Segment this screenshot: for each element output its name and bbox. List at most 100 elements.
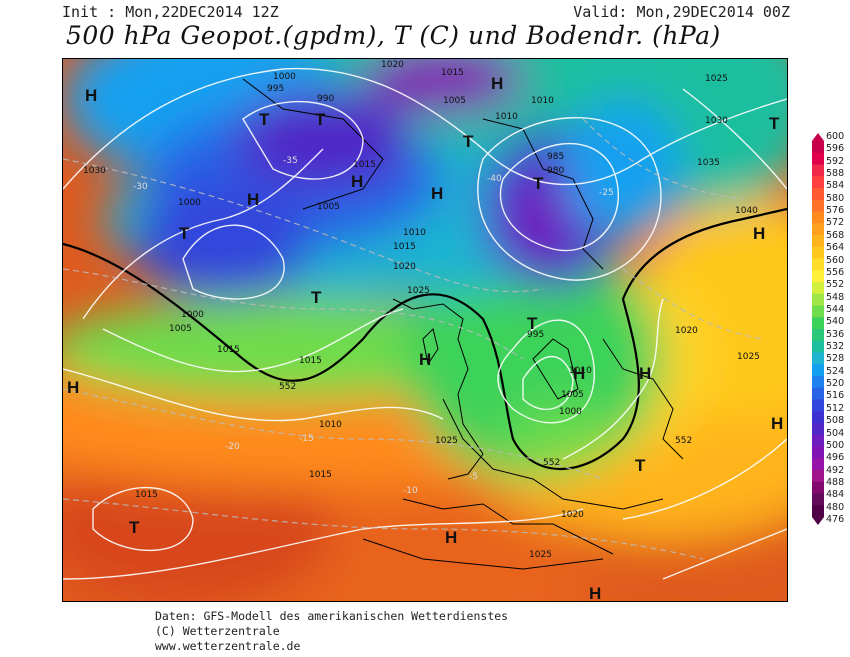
colorbar-tick-label: 596 bbox=[826, 143, 845, 155]
high-marker: H bbox=[753, 224, 765, 243]
pressure-label: 1025 bbox=[705, 74, 728, 84]
temp-label: -20 bbox=[225, 442, 240, 452]
colorbar-tick-label: 560 bbox=[826, 254, 845, 266]
weather-map: 1020 1015 1010 1025 1030 1000 995 990 10… bbox=[62, 58, 788, 602]
colorbar-segment bbox=[812, 423, 824, 436]
pressure-labels: 1020 1015 1010 1025 1030 1000 995 990 10… bbox=[83, 60, 760, 560]
pressure-label: 1015 bbox=[217, 345, 240, 355]
colorbar-segment bbox=[812, 505, 824, 518]
temperature-labels: -30 -35 -40 -25 -20 -15 -10 -5 bbox=[133, 156, 614, 496]
high-marker: H bbox=[85, 86, 97, 105]
colorbar-tick-label: 588 bbox=[826, 168, 845, 180]
pressure-label: 1010 bbox=[531, 96, 554, 106]
chart-title: 500 hPa Geopot.(gpdm), T (C) und Bodendr… bbox=[66, 21, 721, 50]
colorbar-segment bbox=[812, 188, 824, 201]
low-marker: T bbox=[635, 456, 646, 475]
contour-label: 552 bbox=[279, 382, 296, 392]
pressure-label: 1040 bbox=[735, 206, 758, 216]
footer-source: Daten: GFS-Modell des amerikanischen Wet… bbox=[155, 609, 509, 623]
pressure-label: 1015 bbox=[309, 470, 332, 480]
colorbar-tick-label: 572 bbox=[826, 217, 845, 229]
contour-label: 552 bbox=[543, 458, 560, 468]
low-marker: T bbox=[527, 314, 538, 333]
colorbar-segment bbox=[812, 305, 824, 318]
pressure-label: 1020 bbox=[393, 262, 416, 272]
high-marker: H bbox=[771, 414, 783, 433]
pressure-label: 1000 bbox=[181, 310, 204, 320]
pressure-label: 1020 bbox=[381, 60, 404, 70]
colorbar-tick-label: 512 bbox=[826, 402, 845, 414]
temp-label: -35 bbox=[283, 156, 298, 166]
colorbar-tick-label: 528 bbox=[826, 353, 845, 365]
pressure-label: 1015 bbox=[299, 356, 322, 366]
pressure-label: 1025 bbox=[407, 286, 430, 296]
high-marker: H bbox=[573, 364, 585, 383]
contour-label: 552 bbox=[675, 436, 692, 446]
low-marker: T bbox=[259, 110, 270, 129]
footer-copyright: (C) Wetterzentrale bbox=[155, 624, 280, 638]
colorbar-tick-label: 476 bbox=[826, 514, 845, 525]
colorbar-tick-label: 544 bbox=[826, 303, 845, 315]
pressure-label: 1020 bbox=[561, 510, 584, 520]
colorbar-tick-label: 508 bbox=[826, 415, 845, 427]
pressure-label: 1020 bbox=[675, 326, 698, 336]
pressure-label: 995 bbox=[527, 330, 544, 340]
colorbar-tick-label: 500 bbox=[826, 439, 845, 451]
colorbar-segment bbox=[812, 223, 824, 236]
colorbar-tick-label: 524 bbox=[826, 365, 845, 377]
low-marker: T bbox=[311, 288, 322, 307]
colorbar-segment bbox=[812, 293, 824, 306]
pressure-label: 1005 bbox=[317, 202, 340, 212]
colorbar-segment bbox=[812, 411, 824, 424]
low-marker: T bbox=[315, 110, 326, 129]
colorbar-tick-label: 484 bbox=[826, 489, 845, 501]
temp-label: -40 bbox=[487, 174, 502, 184]
colorbar-segment bbox=[812, 458, 824, 471]
low-marker: T bbox=[533, 174, 544, 193]
colorbar-segment bbox=[812, 481, 824, 494]
high-marker: H bbox=[419, 350, 431, 369]
colorbar-segment bbox=[812, 270, 824, 283]
pressure-label: 1000 bbox=[559, 407, 582, 417]
footer: Daten: GFS-Modell des amerikanischen Wet… bbox=[155, 609, 508, 654]
colorbar-segment bbox=[812, 199, 824, 212]
pressure-label: 1015 bbox=[353, 160, 376, 170]
pressure-label: 1015 bbox=[135, 490, 158, 500]
low-marker: T bbox=[129, 518, 140, 537]
pressure-label: 1010 bbox=[569, 366, 592, 376]
pressure-label: 1000 bbox=[178, 198, 201, 208]
low-pressure-markers: T T T T T T T T T T bbox=[129, 110, 780, 537]
pressure-label: 1015 bbox=[441, 68, 464, 78]
high-marker: H bbox=[247, 190, 259, 209]
pressure-label: 1005 bbox=[443, 96, 466, 106]
footer-url[interactable]: www.wetterzentrale.de bbox=[155, 639, 301, 653]
contour-552 bbox=[63, 207, 787, 470]
colorbar-segment bbox=[812, 493, 824, 506]
pressure-label: 985 bbox=[547, 152, 564, 162]
colorbar bbox=[812, 133, 824, 525]
colorbar-top-cap bbox=[812, 133, 824, 141]
colorbar-tick-label: 496 bbox=[826, 452, 845, 464]
high-marker: H bbox=[445, 528, 457, 547]
high-marker: H bbox=[589, 584, 601, 601]
valid-time-label: Valid: Mon,29DEC2014 00Z bbox=[573, 3, 790, 21]
colorbar-tick-label: 532 bbox=[826, 341, 845, 353]
pressure-label: 1005 bbox=[169, 324, 192, 334]
colorbar-tick-label: 540 bbox=[826, 316, 845, 328]
colorbar-segment bbox=[812, 376, 824, 389]
high-marker: H bbox=[491, 74, 503, 93]
colorbar-segment bbox=[812, 152, 824, 165]
colorbar-segment bbox=[812, 282, 824, 295]
colorbar-segment bbox=[812, 470, 824, 483]
colorbar-segment bbox=[812, 387, 824, 400]
colorbar-segment bbox=[812, 352, 824, 365]
colorbar-segment bbox=[812, 329, 824, 342]
colorbar-tick-label: 536 bbox=[826, 328, 845, 340]
low-marker: T bbox=[463, 132, 474, 151]
pressure-label: 1030 bbox=[83, 166, 106, 176]
pressure-label: 1025 bbox=[435, 436, 458, 446]
init-time-label: Init : Mon,22DEC2014 12Z bbox=[62, 3, 279, 21]
pressure-label: 990 bbox=[317, 94, 334, 104]
pressure-label: 1010 bbox=[495, 112, 518, 122]
colorbar-tick-label: 600 bbox=[826, 131, 845, 142]
